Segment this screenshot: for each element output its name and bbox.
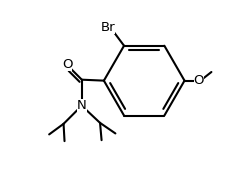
Text: O: O bbox=[62, 58, 72, 71]
Text: N: N bbox=[77, 99, 87, 112]
Text: Br: Br bbox=[100, 21, 115, 34]
Text: O: O bbox=[194, 74, 204, 87]
